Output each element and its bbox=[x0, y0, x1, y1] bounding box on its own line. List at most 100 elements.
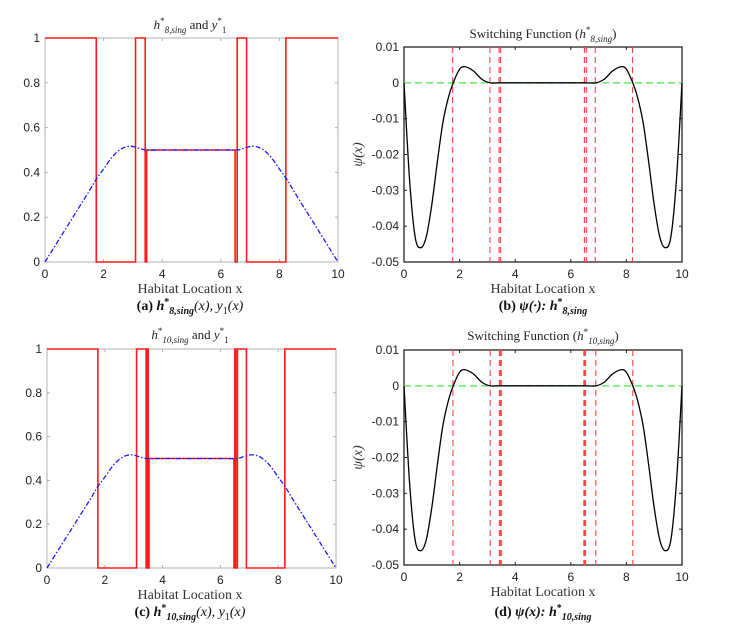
population-line bbox=[46, 454, 337, 569]
x-tick-label: 6 bbox=[217, 267, 224, 281]
axes-frame bbox=[403, 46, 683, 263]
axes-frame bbox=[46, 348, 337, 569]
x-tick-label: 0 bbox=[401, 570, 408, 584]
y-tick-label: 0 bbox=[35, 561, 42, 575]
x-axis-label: Habitat Location x bbox=[138, 588, 243, 603]
caption-psi: ψ(·): bbox=[519, 299, 549, 314]
y-tick-label: 0.6 bbox=[25, 430, 42, 444]
caption-h: h bbox=[549, 605, 557, 620]
y-tick-label: 0.01 bbox=[376, 40, 400, 54]
x-tick-label: 2 bbox=[100, 267, 107, 281]
x-tick-label: 10 bbox=[675, 267, 689, 281]
x-tick-label: 8 bbox=[275, 573, 282, 587]
x-tick-label: 6 bbox=[567, 267, 574, 281]
caption-subscript: 8,sing bbox=[563, 306, 588, 317]
subfigure-caption: (b) ψ(·): h*8,sing bbox=[499, 297, 588, 317]
subfigure-caption: (d) ψ(x): h*10,sing bbox=[495, 603, 592, 623]
title-suffix: ) bbox=[614, 328, 618, 343]
y-tick-label: -0.03 bbox=[372, 486, 400, 500]
x-tick-label: 4 bbox=[512, 267, 519, 281]
caption-subscript: 1 bbox=[225, 612, 230, 623]
y-tick-label: 0.8 bbox=[25, 386, 42, 400]
x-tick-label: 0 bbox=[401, 267, 408, 281]
title-prefix: Switching Function ( bbox=[467, 328, 577, 343]
y-tick-label: 1 bbox=[33, 31, 40, 45]
title-star: * bbox=[160, 16, 165, 26]
title-y: y bbox=[212, 327, 220, 342]
subfigure-caption: (a) h*8,sing(x), y1(x) bbox=[137, 297, 244, 317]
title-and: and bbox=[189, 327, 214, 342]
caption-rest: (x), y bbox=[194, 299, 224, 314]
y-tick-label: -0.01 bbox=[372, 112, 400, 126]
title-suffix: ) bbox=[612, 26, 616, 41]
x-tick-label: 2 bbox=[456, 570, 463, 584]
y-tick-label: 0 bbox=[392, 379, 399, 393]
y-tick-label: -0.05 bbox=[372, 255, 400, 269]
chart-title: h*8,sing and y*1 bbox=[154, 16, 227, 35]
x-tick-label: 8 bbox=[276, 267, 283, 281]
title-subscript: 10,sing bbox=[162, 335, 189, 345]
x-axis-label: Habitat Location x bbox=[491, 585, 596, 600]
caption-psi: ψ(x): bbox=[515, 605, 549, 620]
title-and: and bbox=[186, 17, 211, 32]
caption-subscript: 10,sing bbox=[166, 612, 196, 623]
axes-frame bbox=[44, 37, 339, 263]
x-tick-label: 2 bbox=[101, 573, 108, 587]
caption-subscript: 1 bbox=[223, 306, 228, 317]
title-star: * bbox=[217, 16, 222, 26]
title-subscript: 1 bbox=[222, 25, 227, 35]
x-axis-label: Habitat Location x bbox=[138, 282, 243, 297]
y-axis-label: ψ(x) bbox=[351, 445, 366, 470]
title-h: h bbox=[579, 26, 586, 41]
caption-star: * bbox=[161, 603, 166, 614]
y-tick-label: 0.2 bbox=[23, 210, 40, 224]
y-tick-label: 1 bbox=[35, 342, 42, 356]
axes-frame bbox=[403, 349, 683, 566]
caption-letter: (c) bbox=[135, 605, 154, 620]
title-subscript: 1 bbox=[224, 335, 229, 345]
y-tick-label: -0.03 bbox=[372, 183, 400, 197]
y-tick-label: 0.6 bbox=[23, 121, 40, 135]
x-tick-label: 6 bbox=[217, 573, 224, 587]
caption-star: * bbox=[164, 297, 169, 308]
x-tick-label: 10 bbox=[675, 570, 689, 584]
x-axis-label: Habitat Location x bbox=[491, 282, 596, 297]
chart-title: h*10,sing and y*1 bbox=[151, 326, 228, 345]
y-tick-label: -0.05 bbox=[372, 558, 400, 572]
caption-h: h bbox=[154, 605, 162, 620]
x-tick-label: 0 bbox=[44, 573, 51, 587]
x-tick-label: 8 bbox=[623, 570, 630, 584]
caption-letter: (d) bbox=[495, 605, 516, 620]
title-subscript: 8,sing bbox=[165, 25, 187, 35]
y-tick-label: 0.01 bbox=[376, 343, 400, 357]
caption-subscript: 10,sing bbox=[562, 612, 592, 623]
caption-letter: (b) bbox=[499, 299, 520, 314]
caption-rest: (x), y bbox=[196, 605, 226, 620]
title-star: * bbox=[584, 327, 589, 337]
caption-star: * bbox=[557, 603, 562, 614]
x-tick-label: 2 bbox=[456, 267, 463, 281]
title-star: * bbox=[586, 25, 591, 35]
y-tick-label: -0.02 bbox=[372, 148, 400, 162]
switching-function-line bbox=[403, 65, 683, 249]
chart-panel-b: 0 2 4 6 8 10 -0.05 -0.04 -0.03 -0.02 -0.01 0 0.01 Swi… bbox=[351, 25, 689, 317]
title-prefix: Switching Function ( bbox=[470, 26, 580, 41]
y-tick-label: 0 bbox=[33, 255, 40, 269]
caption-h: h bbox=[550, 299, 558, 314]
caption-tail: (x) bbox=[230, 605, 246, 620]
title-star: * bbox=[158, 326, 163, 336]
x-tick-label: 4 bbox=[159, 573, 166, 587]
title-subscript: 10,sing bbox=[588, 336, 615, 346]
y-tick-label: -0.04 bbox=[372, 219, 400, 233]
switching-function-line bbox=[403, 368, 683, 552]
chart-panel-d: 0 2 4 6 8 10 -0.05 -0.04 -0.03 -0.02 -0.01 0 0.01 Swi… bbox=[351, 327, 689, 623]
caption-tail: (x) bbox=[228, 299, 244, 314]
caption-star: * bbox=[558, 297, 563, 308]
y-tick-label: -0.04 bbox=[372, 522, 400, 536]
x-tick-label: 4 bbox=[512, 570, 519, 584]
y-tick-label: 0.8 bbox=[23, 76, 40, 90]
title-subscript: 8,sing bbox=[590, 34, 612, 44]
control-step-line bbox=[45, 37, 338, 263]
